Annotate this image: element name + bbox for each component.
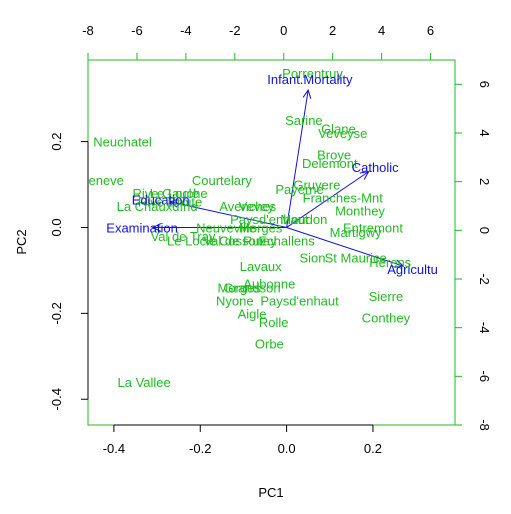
top-axis: -8 -6 -4 -2 0 2 4 6 (82, 23, 434, 61)
x-tick-label: -0.4 (103, 441, 125, 456)
observation-label: Gruyere (293, 178, 340, 193)
variable-arrow-head (359, 171, 370, 180)
right-tick-label: 0 (477, 227, 492, 234)
observation-label: Porrentruy (282, 66, 343, 81)
observation-label: Moudon (280, 212, 327, 227)
observation-label: Vevey (239, 199, 275, 214)
observation-label: Courtelary (192, 173, 252, 188)
top-tick-label: 6 (427, 23, 434, 38)
observation-label: Rolle (259, 315, 289, 330)
top-tick-label: -6 (131, 23, 143, 38)
right-tick-label: -8 (477, 419, 492, 431)
observation-label: Lavaux (240, 259, 282, 274)
observation-label: Orbe (255, 336, 284, 351)
variable-arrow-shaft (286, 226, 404, 267)
observation-label: Avenches (219, 199, 276, 214)
observation-label: Sion (300, 251, 326, 266)
observation-label: Morges (217, 281, 261, 296)
observation-label: Broye (317, 147, 351, 162)
variable-label: Agricultu (387, 262, 438, 277)
observation-label: Neuveville (196, 220, 256, 235)
y-tick-label: -0.4 (49, 388, 64, 410)
observation-label: Entremont (343, 220, 403, 235)
observation-label: Le Locle (167, 233, 216, 248)
x-tick-label: 0.2 (364, 441, 382, 456)
top-tick-label: 0 (280, 23, 287, 38)
top-tick-label: 4 (378, 23, 385, 38)
observation-label: Le Locle (150, 186, 199, 201)
observation-label: Herens (369, 255, 411, 270)
x-tick-label: 0.0 (278, 441, 296, 456)
variable-label: Education (132, 193, 190, 208)
right-axis: -8 -6 -4 -2 0 2 4 6 (454, 81, 492, 431)
variable-arrow-head (394, 259, 405, 268)
variable-arrow-head (302, 88, 312, 99)
observation-label: Morges (239, 220, 283, 235)
y-tick-label: 0.0 (49, 218, 64, 236)
right-tick-label: -2 (477, 273, 492, 285)
variable-labels: Infant.Mortality Catholic Agricultu Educati… (106, 72, 438, 277)
right-tick-label: -4 (477, 322, 492, 334)
variable-arrow-head (168, 199, 179, 208)
bottom-axis: -0.4 -0.2 0.0 0.2 (103, 424, 382, 456)
observation-label: Sarine (285, 113, 323, 128)
observation-label: Val de Trav (151, 229, 216, 244)
observation-label: La Vallee (118, 375, 171, 390)
observation-label: Martigwy (330, 225, 383, 240)
observation-label: Aubonne (243, 276, 295, 291)
x-tick-label: -0.2 (189, 441, 211, 456)
observation-label: Veveyse (318, 126, 367, 141)
observation-label: Rive Droite (138, 195, 202, 210)
top-tick-label: 2 (329, 23, 336, 38)
observation-label: Grandson (224, 281, 281, 296)
right-tick-label: -6 (477, 371, 492, 383)
right-tick-label: 4 (477, 129, 492, 136)
observation-label: St Maurice (325, 251, 387, 266)
observation-label: Glane (321, 122, 356, 137)
observation-label: Val de Ruz (203, 233, 266, 248)
variable-label: Infant.Mortality (267, 72, 353, 87)
observation-label: Neuchatel (93, 135, 152, 150)
variable-arrow-shaft (286, 171, 369, 228)
observation-label: Franches-Mnt (303, 190, 384, 205)
observation-label: Aigle (238, 306, 267, 321)
observation-label: Rive Gauche (132, 186, 207, 201)
variable-label: Catholic (352, 160, 399, 175)
observation-label: Cossonay (219, 233, 277, 248)
observation-label: Paysd'enhaut (230, 212, 309, 227)
top-tick-label: -2 (229, 23, 241, 38)
left-axis: -0.4 -0.2 0.0 0.2 (49, 133, 89, 410)
y-tick-label: -0.2 (49, 302, 64, 324)
observation-label: Conthey (362, 311, 411, 326)
observation-label: Delemont (302, 156, 358, 171)
observation-label: La Chauxdfnd (117, 199, 198, 214)
x-axis-title: PC1 (258, 485, 283, 500)
right-tick-label: 6 (477, 81, 492, 88)
top-tick-label: -8 (82, 23, 94, 38)
variable-arrows (151, 88, 405, 268)
y-tick-label: 0.2 (49, 133, 64, 151)
variable-arrow-shaft (169, 201, 287, 228)
variable-arrow-shaft (286, 89, 309, 228)
observation-label: Nyone (216, 293, 254, 308)
variable-label: Examination (106, 220, 178, 235)
variable-arrow-head (151, 223, 162, 232)
observation-label: Monthey (335, 203, 385, 218)
top-tick-label: -4 (180, 23, 192, 38)
observation-label: Paysd'enhaut (260, 293, 339, 308)
observation-label: Sierre (369, 289, 404, 304)
y-axis-title: PC2 (14, 229, 29, 254)
right-tick-label: 2 (477, 178, 492, 185)
observation-label: V. De Geneve (43, 173, 123, 188)
observation-label: Echallens (258, 233, 315, 248)
observation-label: Payerne (275, 182, 323, 197)
